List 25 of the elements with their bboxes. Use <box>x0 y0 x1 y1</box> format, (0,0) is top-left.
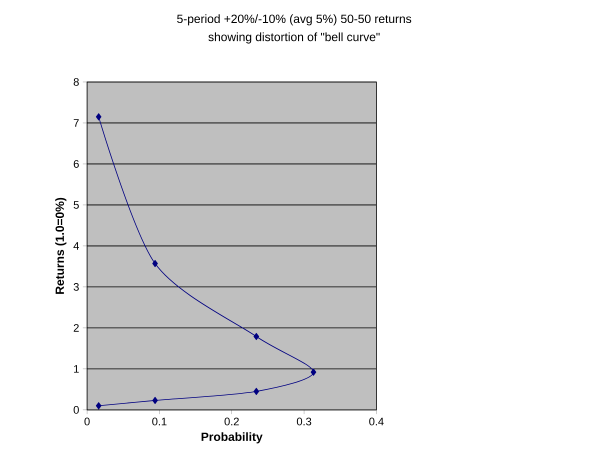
x-tick-label: 0 <box>84 418 90 426</box>
chart-subtitle: showing distortion of "bell curve" <box>208 32 380 44</box>
point <box>96 113 102 120</box>
y-tick-label: 2 <box>74 324 79 332</box>
y-tick-label: 8 <box>74 78 79 86</box>
x-axis-title: Probability <box>202 432 263 444</box>
y-tick-label: 5 <box>74 201 79 209</box>
x-tick-label: 0.1 <box>152 418 167 426</box>
x-tick-label: 0.3 <box>296 418 312 426</box>
point <box>152 396 158 404</box>
y-tick-label: 0 <box>74 406 79 414</box>
point <box>254 332 260 340</box>
y-tick-label: 4 <box>73 242 79 250</box>
x-tick-label: 0.4 <box>369 418 384 426</box>
point <box>152 260 158 268</box>
y-tick-label: 7 <box>74 119 79 127</box>
x-tick-label: 0.2 <box>224 418 239 426</box>
y-axis-title: Returns (1.0=0%) <box>55 198 66 294</box>
point <box>254 388 260 396</box>
point <box>310 368 316 376</box>
y-tick-label: 6 <box>74 160 79 168</box>
point <box>96 402 102 410</box>
y-tick-label: 1 <box>74 365 79 373</box>
y-tick-label: 3 <box>74 283 79 291</box>
chart-title: 5-period +20%/-10% (avg 5%) 50-50 returns <box>177 14 412 26</box>
